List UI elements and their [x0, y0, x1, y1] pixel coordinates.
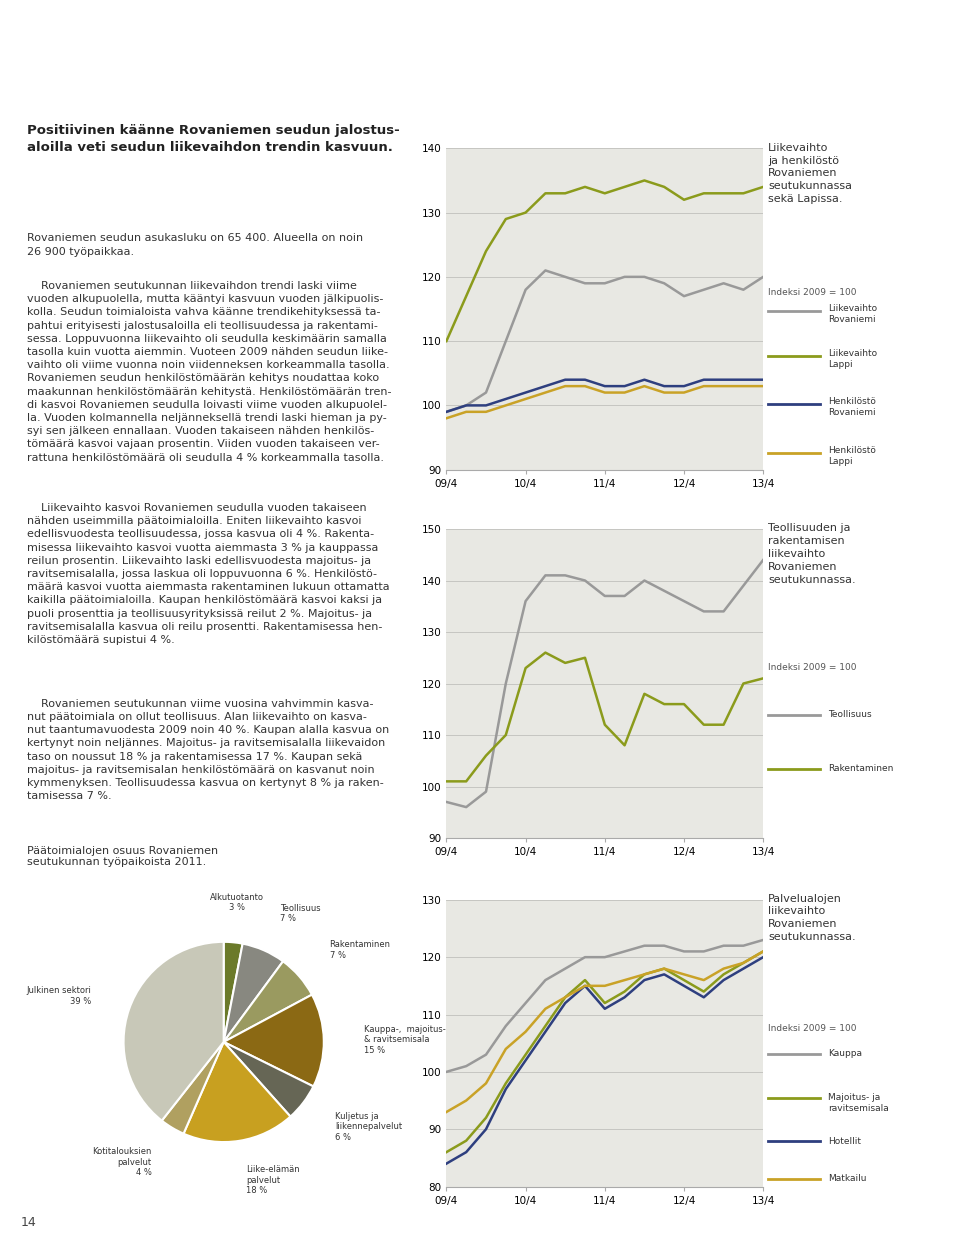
- Text: Teollisuuden ja
rakentamisen
liikevaihto
Rovaniemen
seutukunnassa.: Teollisuuden ja rakentamisen liikevaihto…: [768, 523, 855, 585]
- Wedge shape: [162, 1042, 224, 1133]
- Text: Liike-elämän
palvelut
18 %: Liike-elämän palvelut 18 %: [246, 1166, 300, 1195]
- Text: Kauppa: Kauppa: [828, 1049, 862, 1058]
- Text: Kotitalouksien
palvelut
4 %: Kotitalouksien palvelut 4 %: [92, 1147, 152, 1177]
- Text: Indeksi 2009 = 100: Indeksi 2009 = 100: [768, 1025, 856, 1033]
- Text: Rovaniemi, Ranua: Rovaniemi, Ranua: [24, 69, 151, 83]
- Text: Rovaniemen seutukunta: Rovaniemen seutukunta: [24, 20, 463, 53]
- Wedge shape: [224, 1042, 313, 1116]
- Text: Rovaniemen seutukunnan liikevaihdon trendi laski viime
vuoden alkupuolella, mutt: Rovaniemen seutukunnan liikevaihdon tren…: [27, 281, 392, 462]
- Text: Kauppa-,  majoitus-
& ravitsemisala
15 %: Kauppa-, majoitus- & ravitsemisala 15 %: [364, 1025, 445, 1054]
- Text: Matkailu: Matkailu: [828, 1174, 867, 1183]
- Text: Liikevaihto
ja henkilöstö
Rovaniemen
seutukunnassa
sekä Lapissa.: Liikevaihto ja henkilöstö Rovaniemen seu…: [768, 143, 852, 204]
- Text: Liikevaihto
Lappi: Liikevaihto Lappi: [828, 349, 877, 368]
- Text: Palvelualojen
liikevaihto
Rovaniemen
seutukunnassa.: Palvelualojen liikevaihto Rovaniemen seu…: [768, 894, 855, 942]
- Text: Rakentaminen: Rakentaminen: [828, 764, 893, 772]
- Text: Alkutuotanto
3 %: Alkutuotanto 3 %: [210, 892, 264, 912]
- Text: Kuljetus ja
liikennepalvelut
6 %: Kuljetus ja liikennepalvelut 6 %: [335, 1112, 402, 1142]
- Text: Rakentaminen
7 %: Rakentaminen 7 %: [329, 941, 391, 960]
- Text: Julkinen sektori
39 %: Julkinen sektori 39 %: [26, 986, 91, 1006]
- Text: Rovaniemen seudun asukasluku on 65 400. Alueella on noin
26 900 työpaikkaa.: Rovaniemen seudun asukasluku on 65 400. …: [27, 234, 363, 257]
- Text: Rovaniemen seutukunnan viime vuosina vahvimmin kasva-
nut päätoimiala on ollut t: Rovaniemen seutukunnan viime vuosina vah…: [27, 698, 389, 801]
- Text: 14: 14: [21, 1216, 36, 1229]
- Text: Majoitus- ja
ravitsemisala: Majoitus- ja ravitsemisala: [828, 1093, 889, 1114]
- Text: Teollisuus
7 %: Teollisuus 7 %: [280, 904, 321, 923]
- Text: Indeksi 2009 = 100: Indeksi 2009 = 100: [768, 664, 856, 672]
- Wedge shape: [224, 943, 283, 1042]
- Text: Henkilöstö
Rovaniemi: Henkilöstö Rovaniemi: [828, 397, 876, 418]
- Wedge shape: [224, 995, 324, 1086]
- Text: Henkilöstö
Lappi: Henkilöstö Lappi: [828, 446, 876, 466]
- Wedge shape: [124, 942, 224, 1121]
- Wedge shape: [224, 962, 312, 1042]
- Wedge shape: [224, 942, 243, 1042]
- Text: Hotellit: Hotellit: [828, 1137, 861, 1146]
- Text: Päätoimialojen osuus Rovaniemen
seutukunnan työpaikoista 2011.: Päätoimialojen osuus Rovaniemen seutukun…: [27, 845, 218, 868]
- Text: Liikevaihto kasvoi Rovaniemen seudulla vuoden takaiseen
nähden useimmilla päätoi: Liikevaihto kasvoi Rovaniemen seudulla v…: [27, 503, 390, 645]
- Text: Liikevaihto
Rovaniemi: Liikevaihto Rovaniemi: [828, 304, 877, 324]
- Text: Positiivinen käänne Rovaniemen seudun jalostus-
aloilla veti seudun liikevaihdon: Positiivinen käänne Rovaniemen seudun ja…: [27, 124, 399, 154]
- Text: Teollisuus: Teollisuus: [828, 711, 872, 719]
- Wedge shape: [183, 1042, 291, 1142]
- Text: Indeksi 2009 = 100: Indeksi 2009 = 100: [768, 288, 856, 297]
